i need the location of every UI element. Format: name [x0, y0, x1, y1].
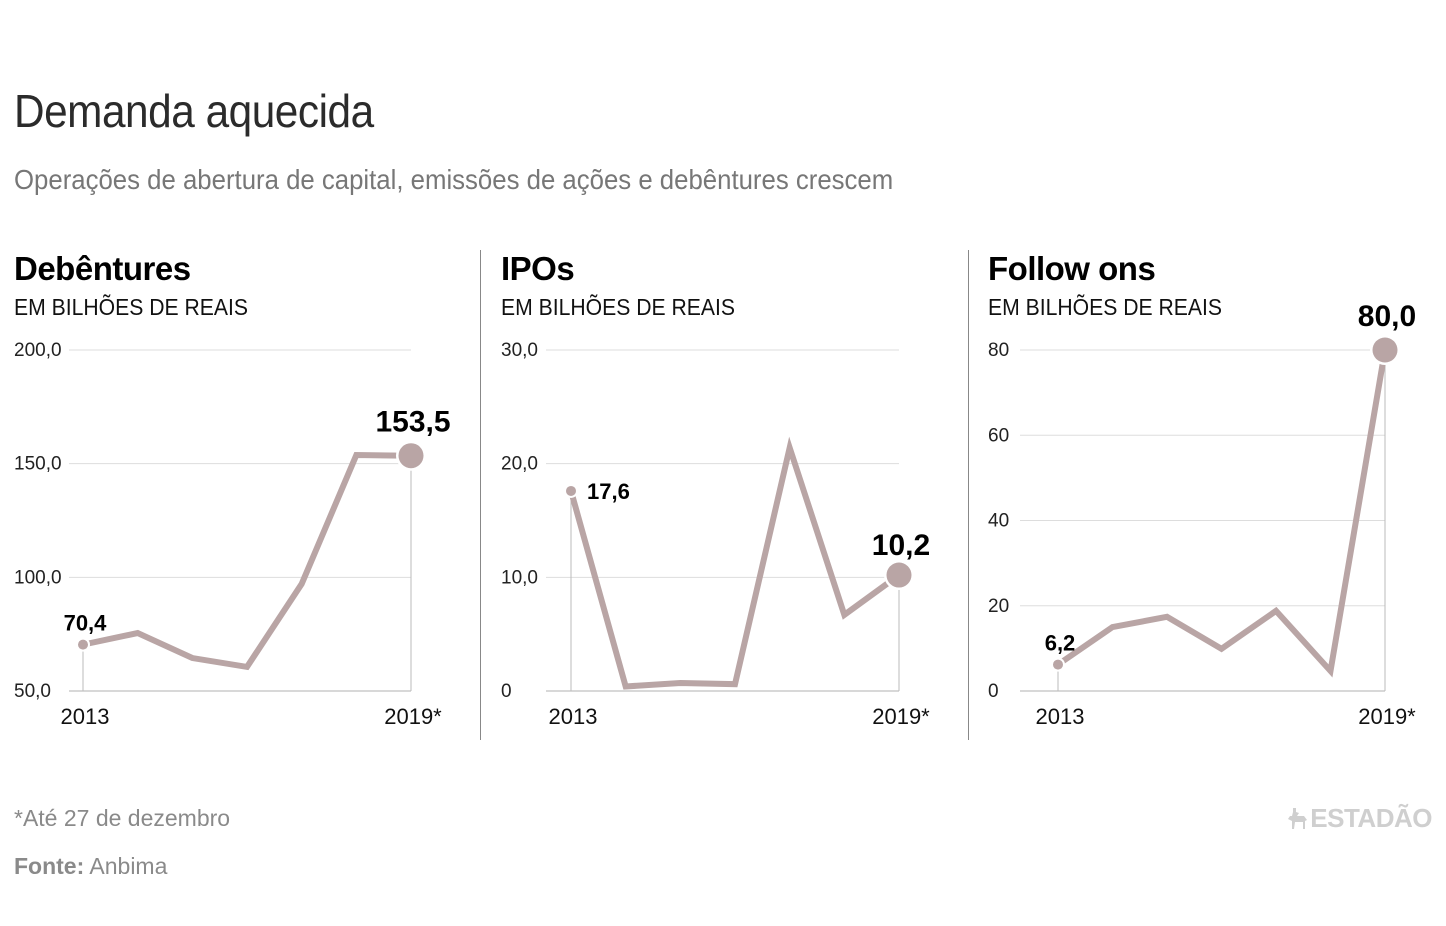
logo-text: ESTADÃO	[1310, 803, 1432, 833]
panel-title: Debêntures	[14, 250, 191, 287]
debentures-line-chart: 50,0 100,0 150,0 200,0 70,4 153,5 2013 2019*	[14, 340, 451, 729]
panel-unit: EM BILHÕES DE REAIS	[14, 294, 249, 320]
x-tick-label: 2013	[1036, 704, 1085, 729]
source-value: Anbima	[89, 853, 168, 879]
last-point-marker	[1372, 337, 1398, 363]
series-line	[568, 436, 901, 690]
ipos-line-chart: 0 10,0 20,0 30,0 17,6 10,2 2013 2019*	[501, 340, 930, 729]
last-point-marker	[886, 562, 912, 588]
panel-follow-ons: Follow ons EM BILHÕES DE REAIS 0 20 40 60 80…	[988, 240, 1446, 750]
y-tick-label: 30,0	[501, 340, 538, 361]
last-value-label: 153,5	[375, 406, 450, 439]
y-tick-label: 20,0	[501, 454, 538, 475]
series-line	[82, 452, 412, 671]
panel-unit: EM BILHÕES DE REAIS	[501, 294, 736, 320]
x-tick-label: 2019*	[384, 704, 442, 729]
y-tick-label: 60	[988, 425, 1009, 446]
y-tick-label: 80	[988, 340, 1009, 361]
x-tick-label: 2013	[61, 704, 110, 729]
publisher-logo: ESTADÃO	[1286, 803, 1432, 834]
panel-debentures: Debêntures EM BILHÕES DE REAIS 50,0 100,0…	[14, 240, 494, 750]
x-tick-label: 2013	[549, 704, 598, 729]
last-value-label: 80,0	[1358, 300, 1416, 333]
panel-title: IPOs	[501, 250, 575, 287]
y-tick-label: 0	[988, 681, 999, 702]
x-tick-label: 2019*	[1358, 704, 1416, 729]
series-line	[1056, 349, 1388, 678]
y-tick-label: 150,0	[14, 454, 62, 475]
first-value-label: 70,4	[64, 611, 108, 636]
panel-divider	[968, 250, 969, 740]
chart-subtitle: Operações de abertura de capital, emissõ…	[14, 164, 894, 195]
first-value-label: 17,6	[587, 479, 630, 504]
last-point-marker	[398, 443, 424, 469]
y-tick-label: 20	[988, 596, 1009, 617]
y-tick-label: 0	[501, 681, 512, 702]
footnote: *Até 27 de dezembro	[14, 805, 231, 831]
source-label: Fonte:	[14, 853, 85, 879]
chart-title: Demanda aquecida	[14, 85, 374, 137]
panel-divider	[480, 250, 481, 740]
x-tick-label: 2019*	[872, 704, 930, 729]
first-point-marker	[1053, 659, 1063, 670]
last-value-label: 10,2	[872, 529, 930, 562]
source: Fonte: Anbima	[14, 853, 167, 880]
y-tick-label: 40	[988, 511, 1009, 532]
y-tick-label: 200,0	[14, 340, 62, 361]
y-tick-label: 10,0	[501, 567, 538, 588]
y-tick-label: 50,0	[14, 681, 51, 702]
panel-ipos: IPOs EM BILHÕES DE REAIS 0 10,0 20,0 30,0 17…	[501, 240, 981, 750]
panel-unit: EM BILHÕES DE REAIS	[988, 294, 1223, 320]
follow-ons-line-chart: 0 20 40 60 80 6,2 80,0 2013 2019*	[988, 300, 1416, 729]
panel-title: Follow ons	[988, 250, 1156, 287]
y-tick-label: 100,0	[14, 567, 62, 588]
horseman-icon	[1288, 807, 1308, 829]
first-point-marker	[566, 485, 576, 496]
first-point-marker	[78, 639, 88, 650]
first-value-label: 6,2	[1045, 631, 1076, 656]
